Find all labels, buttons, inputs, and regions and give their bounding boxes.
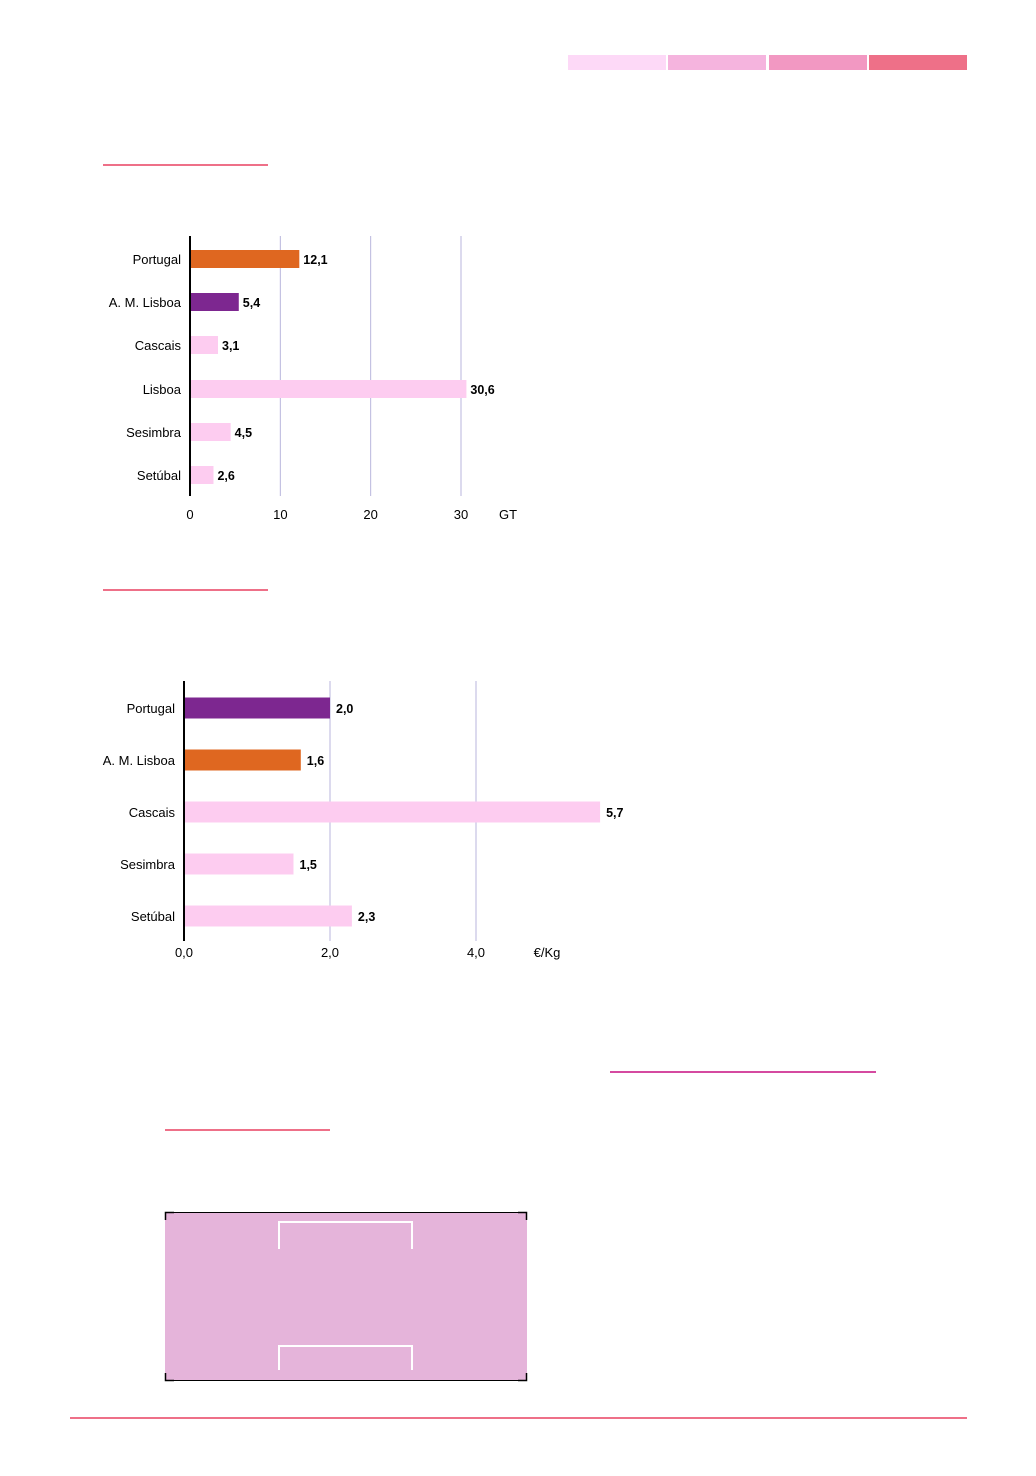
data-label: 1,6 [307, 754, 324, 768]
category-label: Lisboa [143, 382, 182, 397]
category-label: Setúbal [131, 909, 175, 924]
x-tick-label: 10 [273, 507, 287, 522]
header-segment-3 [769, 55, 867, 70]
bar [184, 853, 294, 875]
bar [190, 336, 219, 354]
data-label: 2,0 [336, 702, 353, 716]
section-rule-1 [103, 164, 268, 166]
data-label: 4,5 [235, 426, 252, 440]
footer-rule [70, 1417, 967, 1419]
chart-gross-tonnage: 0 10 20 30 GT Portugal 12,1 A. M. Lisboa 5,4 Casc… [109, 236, 517, 522]
section-rule-3 [165, 1129, 330, 1131]
bar [190, 466, 214, 484]
category-label: Sesimbra [120, 857, 176, 872]
data-label: 2,6 [217, 469, 234, 483]
x-tick-label: 0,0 [175, 945, 193, 960]
panel-fill [165, 1212, 527, 1381]
section-rule-2 [103, 589, 268, 591]
x-tick-label: 30 [454, 507, 468, 522]
category-label: Portugal [133, 252, 182, 267]
chart-price-per-kg: 0,0 2,0 4,0 €/Kg Portugal 2,0 A. M. Lisboa 1,6 C… [103, 681, 624, 960]
panel-corner-top-left [164, 1211, 174, 1220]
bar [190, 250, 300, 268]
data-label: 5,4 [243, 296, 260, 310]
category-label: Setúbal [137, 468, 181, 483]
bar [184, 801, 601, 823]
category-label: A. M. Lisboa [103, 753, 176, 768]
x-unit-label: GT [499, 507, 517, 522]
data-label: 30,6 [470, 383, 494, 397]
header-segment-2 [668, 55, 766, 70]
category-label: Portugal [127, 701, 176, 716]
bar [190, 423, 231, 441]
bar [184, 749, 301, 771]
data-label: 12,1 [303, 253, 327, 267]
x-tick-label: 20 [363, 507, 377, 522]
panel-corner-bottom-left [164, 1373, 174, 1382]
category-label: Cascais [129, 805, 176, 820]
category-label: Cascais [135, 338, 182, 353]
panel-bracket-bottom [278, 1345, 413, 1370]
x-tick-label: 0 [186, 507, 193, 522]
header-segment-1 [568, 55, 666, 70]
bar [190, 293, 239, 311]
bar [184, 697, 330, 719]
x-tick-label: 4,0 [467, 945, 485, 960]
data-label: 2,3 [358, 910, 375, 924]
x-unit-label: €/Kg [534, 945, 561, 960]
section-rule-magenta [610, 1071, 876, 1073]
panel-bracket-top [278, 1221, 413, 1249]
category-label: A. M. Lisboa [109, 295, 182, 310]
data-label: 5,7 [606, 806, 623, 820]
panel-corner-top-right [518, 1211, 528, 1220]
bar [184, 905, 352, 927]
panel-corner-bottom-right [518, 1373, 528, 1382]
data-label: 1,5 [300, 858, 317, 872]
data-label: 3,1 [222, 339, 239, 353]
bar [190, 380, 467, 398]
bottom-panel-figure [164, 1211, 528, 1382]
x-tick-label: 2,0 [321, 945, 339, 960]
header-segment-4 [869, 55, 967, 70]
category-label: Sesimbra [126, 425, 182, 440]
